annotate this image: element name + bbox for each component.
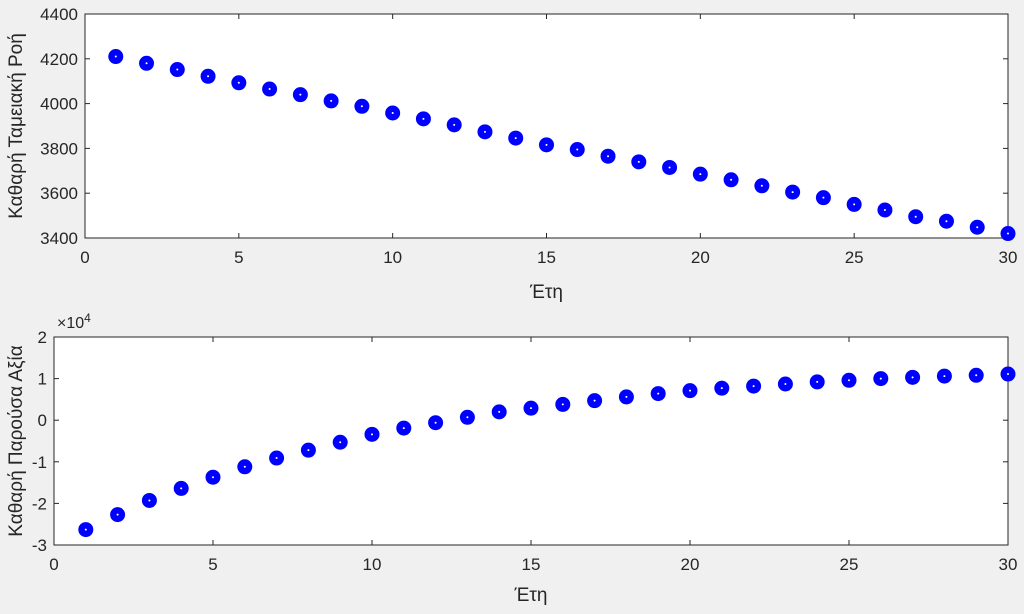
data-point-center xyxy=(268,88,271,91)
y-axis-label: Καθαρή Ταμειακή Ροή xyxy=(6,33,27,219)
y-tick-label: 3800 xyxy=(40,139,78,158)
data-point-center xyxy=(207,75,210,78)
y-tick-label: 4400 xyxy=(40,5,78,24)
x-axis-label: Έτη xyxy=(529,282,563,303)
plot-area xyxy=(53,336,1009,546)
y-tick-label: 4200 xyxy=(40,50,78,69)
data-point-center xyxy=(752,385,755,388)
data-point-center xyxy=(212,476,214,479)
data-point-center xyxy=(483,130,486,133)
x-tick-label: 25 xyxy=(845,248,864,267)
data-point-center xyxy=(822,196,825,199)
x-tick-label: 15 xyxy=(537,248,556,267)
data-point-center xyxy=(307,449,310,452)
x-tick-label: 20 xyxy=(691,248,710,267)
data-point-center xyxy=(84,528,87,531)
y-tick-label: -2 xyxy=(32,494,47,513)
plot-area xyxy=(84,13,1009,239)
data-point-center xyxy=(514,137,517,140)
data-point-center xyxy=(243,465,246,468)
data-point-center xyxy=(879,377,882,380)
data-point-center xyxy=(657,392,660,395)
data-point-center xyxy=(498,410,501,413)
x-tick-label: 20 xyxy=(681,555,700,574)
data-point-center xyxy=(1007,373,1009,376)
data-point-center xyxy=(784,383,787,386)
data-point-center xyxy=(853,203,856,206)
x-tick-label: 30 xyxy=(999,555,1018,574)
data-point-center xyxy=(607,155,610,158)
x-tick-label: 10 xyxy=(363,555,382,574)
chart-2: 0 5 10 15 20 25 30 -3 -2 -1 0 1 2 ×104 Έτη Καθαρή Παρού… xyxy=(6,311,1017,606)
data-point-center xyxy=(914,215,917,218)
data-point-center xyxy=(883,209,886,211)
data-point-center xyxy=(816,380,819,383)
data-point-center xyxy=(145,62,148,65)
x-tick-label: 10 xyxy=(383,248,402,267)
data-point-center xyxy=(945,220,948,223)
data-point-center xyxy=(911,376,914,379)
x-tick-label: 25 xyxy=(840,555,859,574)
x-tick-label: 0 xyxy=(80,248,89,267)
data-point-center xyxy=(791,191,794,194)
chart-1: 0 5 10 15 20 25 30 3400 3600 3800 4000 4200 4400 Έτη Κ… xyxy=(6,5,1017,303)
y-tick-label: 3600 xyxy=(40,184,78,203)
x-tick-label: 15 xyxy=(522,555,541,574)
x-tick-label: 0 xyxy=(49,555,58,574)
data-point-center xyxy=(943,375,946,378)
data-point-center xyxy=(466,416,469,419)
data-point-center xyxy=(720,387,723,390)
data-point-center xyxy=(180,487,183,490)
data-point-center xyxy=(422,117,425,120)
x-axis-label: Έτη xyxy=(514,585,548,606)
data-point-center xyxy=(114,55,117,58)
data-point-center xyxy=(699,173,702,176)
data-point-center xyxy=(275,457,278,460)
data-point-center xyxy=(593,399,596,402)
x-tick-label: 5 xyxy=(234,248,243,267)
y-axis-label: Καθαρή Παρούσα Αξία xyxy=(6,345,27,536)
data-point-center xyxy=(116,513,119,516)
data-point-center xyxy=(625,395,628,398)
x-tick-label: 30 xyxy=(999,248,1018,267)
data-point-center xyxy=(371,433,373,436)
y-tick-label: 4000 xyxy=(40,95,78,114)
data-point-center xyxy=(299,93,302,96)
data-point-center xyxy=(848,379,850,382)
y-tick-label: -1 xyxy=(32,453,47,472)
y-tick-label: -3 xyxy=(32,536,47,555)
data-point-center xyxy=(561,403,564,406)
data-point-center xyxy=(453,123,456,126)
y-exponent-power: 4 xyxy=(84,311,91,325)
data-point-center xyxy=(637,160,640,163)
y-exponent-label: ×104 xyxy=(57,311,91,332)
data-point-center xyxy=(576,148,579,151)
y-tick-label: 1 xyxy=(38,370,47,389)
data-point-center xyxy=(530,407,532,410)
data-point-center xyxy=(391,112,394,115)
data-point-center xyxy=(330,99,333,102)
data-point-center xyxy=(689,389,691,392)
data-point-center xyxy=(237,81,240,84)
data-point-center xyxy=(434,421,437,424)
data-point-center xyxy=(176,68,179,71)
data-point-center xyxy=(975,374,978,377)
data-point-center xyxy=(545,143,548,146)
data-point-center xyxy=(976,226,979,229)
data-point-center xyxy=(668,166,671,169)
data-point-center xyxy=(402,427,405,430)
data-point-center xyxy=(1007,232,1009,235)
data-point-center xyxy=(360,105,363,108)
data-point-center xyxy=(760,184,763,187)
y-tick-label: 0 xyxy=(38,411,47,430)
y-tick-label: 2 xyxy=(38,328,47,347)
y-tick-label: 3400 xyxy=(40,229,78,248)
data-point-center xyxy=(148,499,151,502)
data-point-center xyxy=(730,178,733,181)
x-tick-label: 5 xyxy=(208,555,217,574)
data-point-center xyxy=(339,441,342,444)
